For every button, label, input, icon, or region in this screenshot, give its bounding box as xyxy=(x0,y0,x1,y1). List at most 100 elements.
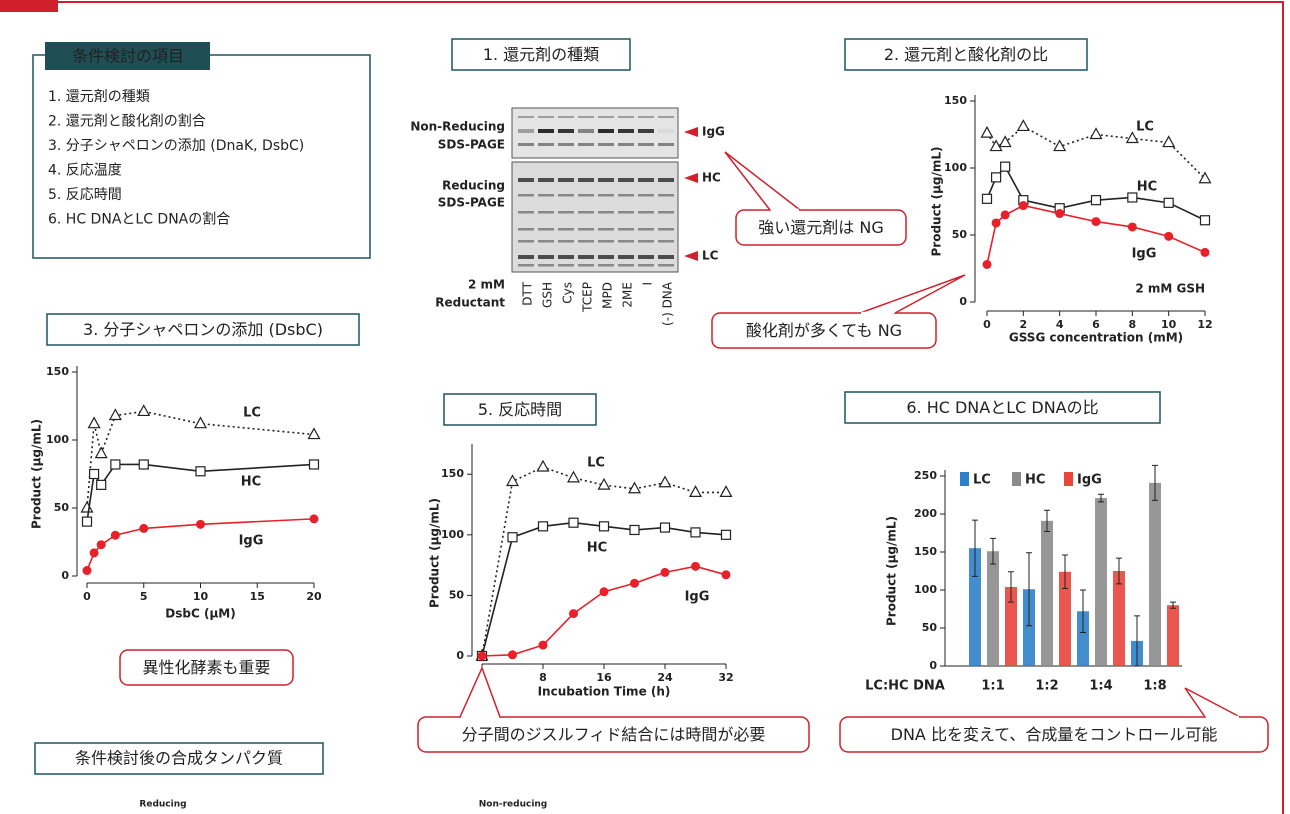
marker xyxy=(1199,215,1211,226)
marker xyxy=(569,609,578,619)
series-label: IgG xyxy=(685,590,710,605)
gel-band xyxy=(538,240,554,243)
band-label: LC xyxy=(702,249,719,263)
gel-band xyxy=(578,255,594,259)
gel-band xyxy=(618,255,634,259)
gel-band xyxy=(578,129,594,133)
x-tick-label: 32 xyxy=(718,671,733,684)
x-axis-label: LC:HC DNA xyxy=(865,679,945,694)
gel-band xyxy=(518,129,534,133)
panel-label: Non-reducing xyxy=(479,800,548,810)
series xyxy=(80,404,321,513)
error-bar xyxy=(1044,509,1050,532)
callout-box xyxy=(417,716,810,753)
marker xyxy=(536,459,550,472)
section-title: 条件検討後の合成タンパク質 xyxy=(75,749,283,768)
gel-band xyxy=(638,143,654,146)
callout-pointer xyxy=(459,666,501,718)
marker xyxy=(82,566,92,576)
x-tick-label: 1:4 xyxy=(1089,679,1112,694)
series xyxy=(477,561,731,661)
section-title: 2. 還元剤と酸化剤の比 xyxy=(884,45,1048,64)
x-tick-label: 1:1 xyxy=(981,679,1004,694)
error-bar xyxy=(972,519,978,577)
bar xyxy=(1149,482,1161,666)
gel-band xyxy=(578,240,594,243)
gel-band xyxy=(598,255,614,259)
x-tick-label: 8 xyxy=(539,671,547,684)
conditions-title-box xyxy=(45,42,210,70)
band-arrow xyxy=(684,251,698,261)
gel-band xyxy=(598,116,614,118)
gel-band xyxy=(618,178,634,182)
section-title: 1. 還元剤の種類 xyxy=(483,45,599,64)
marker xyxy=(1164,231,1174,241)
marker xyxy=(1053,139,1067,152)
x-tick-label: 10 xyxy=(1161,318,1177,331)
x-tick-label: 1:2 xyxy=(1035,679,1058,694)
section-title-box xyxy=(844,38,1088,71)
x-tick-label: 0 xyxy=(983,318,991,331)
gel-band xyxy=(658,228,674,231)
marker xyxy=(627,481,642,494)
x-tick-label: 6 xyxy=(1092,318,1100,331)
y-tick-label: 50 xyxy=(54,501,70,514)
gel-band xyxy=(538,178,554,182)
marker xyxy=(629,524,640,536)
callout-text: 酸化剤が多くても NG xyxy=(746,321,902,340)
lane-label: GSH xyxy=(541,282,555,308)
gel-band xyxy=(618,143,634,146)
condition-item: 3. 分子シャペロンの添加 (DnaK, DsbC) xyxy=(48,138,304,154)
series-line xyxy=(986,165,1206,221)
gel-band xyxy=(558,240,574,243)
lane-label: MPD xyxy=(601,282,615,309)
conditions-title: 条件検討の項目 xyxy=(72,47,184,66)
callout-box xyxy=(839,716,1269,753)
gel-band xyxy=(598,194,614,197)
marker xyxy=(721,570,731,580)
gel-band xyxy=(538,143,554,146)
gel-band xyxy=(558,194,574,197)
corner-tab xyxy=(0,0,58,12)
marker xyxy=(88,468,100,480)
gel-band xyxy=(658,194,674,197)
gel-band xyxy=(618,228,634,231)
callout-pointer xyxy=(1184,687,1241,718)
conditions-box xyxy=(32,54,371,259)
y-tick-label: 0 xyxy=(61,569,69,582)
condition-item: 2. 還元剤と酸化剤の割合 xyxy=(48,113,206,130)
lane-label: 2ME xyxy=(621,282,635,308)
gel-band xyxy=(578,264,594,267)
section-title-box xyxy=(844,391,1161,424)
marker xyxy=(89,548,99,558)
y-tick-label: 100 xyxy=(441,528,464,541)
marker xyxy=(94,446,108,459)
marker xyxy=(1125,131,1139,144)
section-title: 5. 反応時間 xyxy=(478,400,562,419)
gel-band xyxy=(558,264,574,267)
gel-band xyxy=(598,143,614,146)
gel-band xyxy=(518,240,534,243)
band-label: IgG xyxy=(702,125,725,139)
gel-band xyxy=(558,255,574,259)
callout-pointer xyxy=(859,274,966,314)
series xyxy=(981,161,1211,226)
bar xyxy=(1095,498,1107,666)
error-bar xyxy=(1080,589,1086,634)
legend-swatch xyxy=(960,472,969,486)
marker xyxy=(1018,201,1028,211)
marker xyxy=(137,404,151,417)
lane-label: TCEP xyxy=(581,282,595,313)
legend-label: LC xyxy=(973,473,991,488)
x-tick-label: 2 xyxy=(1020,318,1028,331)
marker xyxy=(507,532,518,543)
band-label: HC xyxy=(702,171,721,185)
gel-row-label: SDS-PAGE xyxy=(438,196,505,210)
marker xyxy=(309,514,319,524)
gel-band xyxy=(618,211,634,214)
y-tick-label: 0 xyxy=(929,659,937,672)
marker xyxy=(1198,171,1212,184)
marker xyxy=(990,172,1002,183)
y-tick-label: 150 xyxy=(944,94,967,107)
gel-band xyxy=(638,255,654,259)
